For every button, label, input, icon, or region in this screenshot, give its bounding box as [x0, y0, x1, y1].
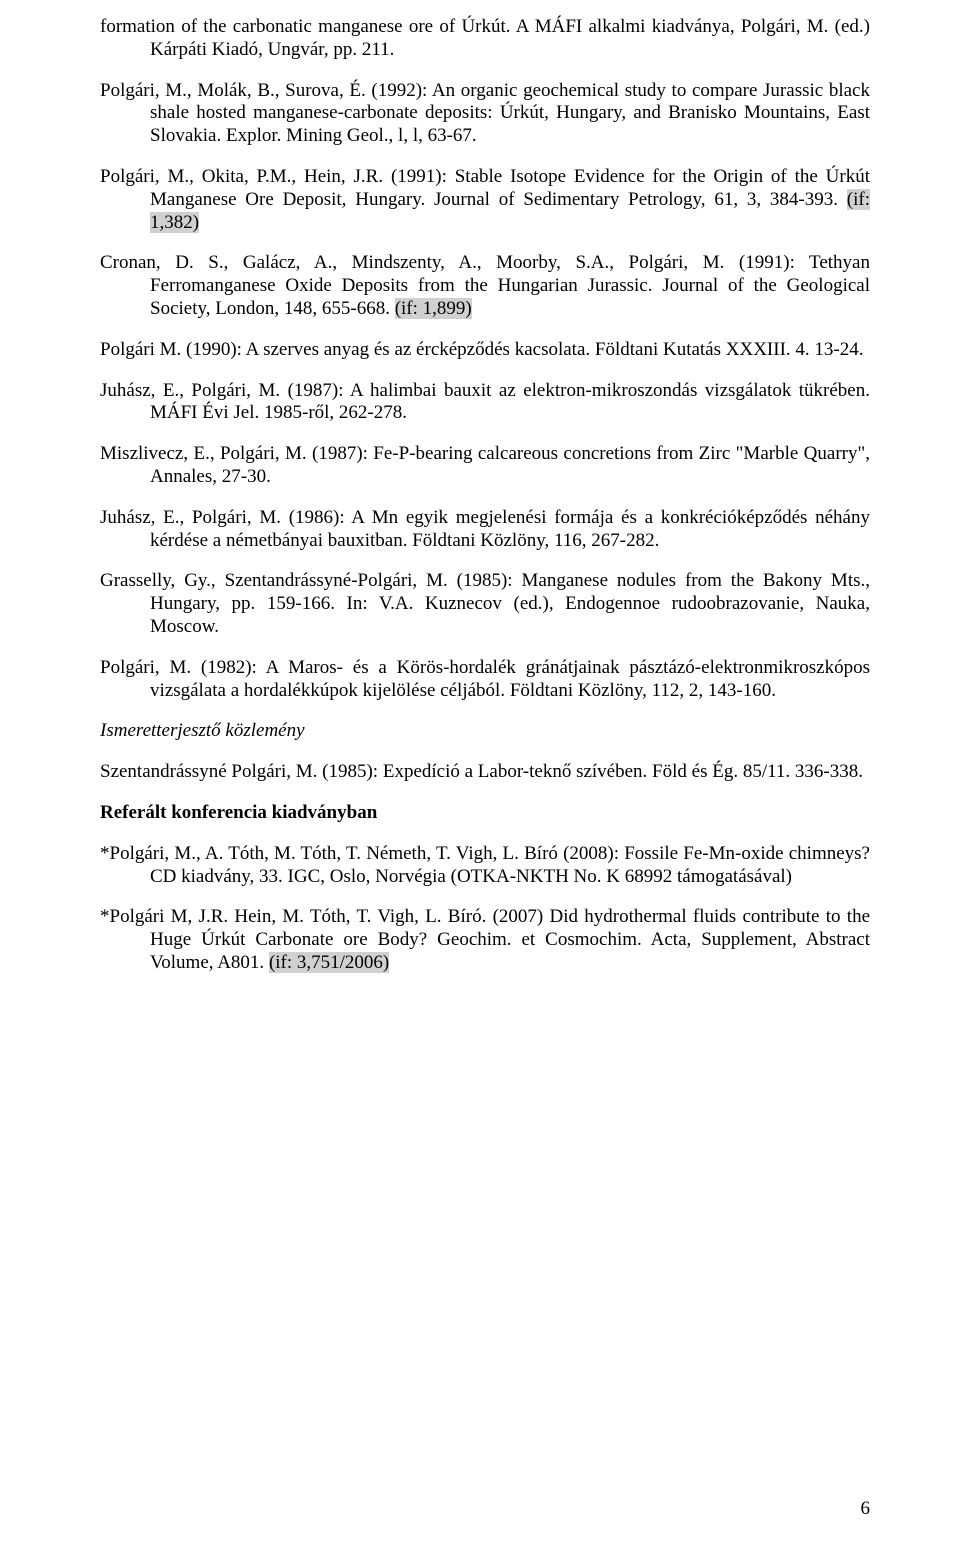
section-heading: Ismeretterjesztő közlemény: [100, 720, 870, 743]
reference-entry: *Polgári M, J.R. Hein, M. Tóth, T. Vigh,…: [100, 906, 870, 974]
reference-text: Polgári, M., Okita, P.M., Hein, J.R. (19…: [100, 166, 870, 210]
reference-entry: Polgári, M. (1982): A Maros- és a Körös-…: [100, 657, 870, 703]
reference-text: Juhász, E., Polgári, M. (1986): A Mn egy…: [100, 507, 870, 551]
reference-entry: Grasselly, Gy., Szentandrássyné-Polgári,…: [100, 570, 870, 638]
reference-text: formation of the carbonatic manganese or…: [100, 16, 870, 60]
reference-entry: Juhász, E., Polgári, M. (1987): A halimb…: [100, 380, 870, 426]
reference-entry: Szentandrássyné Polgári, M. (1985): Expe…: [100, 761, 870, 784]
reference-text: Polgári, M. (1982): A Maros- és a Körös-…: [100, 657, 870, 701]
page-number: 6: [861, 1498, 871, 1521]
reference-text: Polgári, M., Molák, B., Surova, É. (1992…: [100, 80, 870, 147]
reference-text: Juhász, E., Polgári, M. (1987): A halimb…: [100, 380, 870, 424]
reference-entry: Cronan, D. S., Galácz, A., Mindszenty, A…: [100, 252, 870, 320]
reference-text: *Polgári, M., A. Tóth, M. Tóth, T. Német…: [100, 843, 870, 887]
reference-entry: Juhász, E., Polgári, M. (1986): A Mn egy…: [100, 507, 870, 553]
reference-text: *Polgári M, J.R. Hein, M. Tóth, T. Vigh,…: [100, 906, 870, 973]
reference-entry: formation of the carbonatic manganese or…: [100, 16, 870, 62]
reference-text: Miszlivecz, E., Polgári, M. (1987): Fe-P…: [100, 443, 870, 487]
reference-entry: Polgári M. (1990): A szerves anyag és az…: [100, 339, 870, 362]
reference-text: Grasselly, Gy., Szentandrássyné-Polgári,…: [100, 570, 870, 637]
impact-factor: (if: 1,899): [395, 298, 472, 319]
reference-entry: Polgári, M., Okita, P.M., Hein, J.R. (19…: [100, 166, 870, 234]
page-container: formation of the carbonatic manganese or…: [0, 0, 960, 1541]
reference-text: Szentandrássyné Polgári, M. (1985): Expe…: [100, 761, 863, 782]
reference-text: Polgári M. (1990): A szerves anyag és az…: [100, 339, 863, 360]
reference-entry: Polgári, M., Molák, B., Surova, É. (1992…: [100, 80, 870, 148]
impact-factor: (if: 3,751/2006): [269, 952, 389, 973]
reference-entry: *Polgári, M., A. Tóth, M. Tóth, T. Német…: [100, 843, 870, 889]
reference-entry: Miszlivecz, E., Polgári, M. (1987): Fe-P…: [100, 443, 870, 489]
reference-text: Cronan, D. S., Galácz, A., Mindszenty, A…: [100, 252, 870, 319]
section-heading: Referált konferencia kiadványban: [100, 802, 870, 825]
